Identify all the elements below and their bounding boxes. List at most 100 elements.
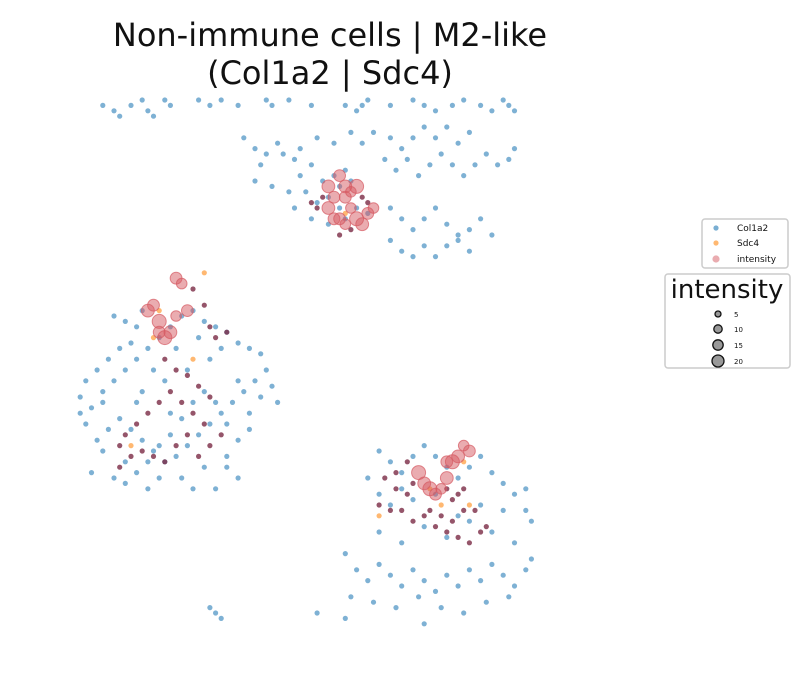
point-col1a2 (455, 475, 461, 481)
point-col1a2 (489, 561, 495, 568)
point-col1a2 (421, 216, 427, 222)
point-col1a2 (495, 162, 501, 168)
point-col1a2 (224, 453, 230, 459)
point-col1a2 (365, 475, 371, 481)
point-col1a2 (224, 421, 230, 427)
point-col1a2 (438, 605, 444, 611)
point-both (404, 459, 410, 465)
point-both (173, 443, 179, 449)
point-col1a2 (506, 156, 512, 162)
point-col1a2 (111, 108, 117, 114)
point-col1a2 (297, 173, 303, 179)
point-col1a2 (387, 205, 393, 211)
point-col1a2 (196, 97, 202, 103)
point-col1a2 (354, 108, 360, 114)
point-col1a2 (269, 383, 275, 389)
point-sdc4 (376, 513, 382, 519)
point-col1a2 (432, 254, 439, 260)
point-col1a2 (213, 486, 219, 492)
point-col1a2 (489, 108, 495, 114)
point-col1a2 (83, 421, 89, 427)
point-both (410, 518, 416, 524)
point-col1a2 (410, 497, 416, 503)
size-legend-title: intensity (671, 275, 784, 305)
point-col1a2 (421, 524, 427, 530)
point-col1a2 (483, 599, 489, 605)
point-col1a2 (376, 561, 382, 568)
point-col1a2 (472, 162, 478, 168)
legend-marker-sdc4 (713, 240, 719, 246)
point-col1a2 (432, 108, 439, 114)
point-col1a2 (263, 151, 269, 157)
point-col1a2 (297, 146, 303, 152)
point-both (387, 507, 393, 513)
point-intensity (321, 179, 336, 194)
point-col1a2 (196, 432, 202, 438)
point-col1a2 (184, 367, 190, 373)
point-col1a2 (455, 232, 461, 238)
point-col1a2 (117, 113, 123, 119)
point-col1a2 (179, 416, 185, 422)
point-intensity (451, 449, 466, 464)
size-legend-label-20: 20 (734, 358, 743, 366)
point-col1a2 (179, 475, 185, 481)
point-col1a2 (483, 151, 489, 157)
point-col1a2 (134, 470, 140, 476)
point-both (455, 534, 461, 541)
point-col1a2 (246, 345, 252, 351)
point-col1a2 (100, 102, 106, 108)
point-col1a2 (444, 534, 450, 541)
point-col1a2 (117, 345, 123, 351)
point-intensity (327, 212, 341, 226)
point-col1a2 (77, 410, 83, 416)
point-intensity (327, 190, 341, 204)
point-col1a2 (523, 507, 529, 513)
point-both (444, 529, 450, 535)
point-col1a2 (478, 102, 484, 108)
point-col1a2 (387, 459, 393, 465)
point-intensity (345, 202, 357, 214)
point-col1a2 (201, 318, 207, 324)
point-both (156, 399, 162, 405)
point-col1a2 (444, 221, 450, 227)
point-col1a2 (122, 367, 128, 373)
point-col1a2 (213, 324, 219, 330)
point-col1a2 (387, 572, 393, 578)
point-col1a2 (432, 135, 439, 141)
point-col1a2 (337, 205, 343, 211)
point-both (314, 205, 320, 211)
point-col1a2 (218, 615, 224, 622)
point-col1a2 (449, 102, 455, 108)
point-col1a2 (348, 129, 354, 135)
point-col1a2 (286, 189, 292, 195)
point-col1a2 (421, 443, 427, 449)
point-col1a2 (387, 502, 393, 508)
point-col1a2 (196, 335, 202, 341)
point-sdc4 (466, 502, 472, 508)
point-col1a2 (466, 248, 472, 254)
point-both (399, 507, 405, 513)
point-col1a2 (432, 588, 439, 595)
point-col1a2 (213, 399, 219, 405)
point-col1a2 (421, 621, 427, 627)
point-both (224, 329, 230, 335)
legend-marker-col1a2 (713, 225, 719, 231)
point-both (207, 443, 213, 449)
point-col1a2 (466, 518, 472, 524)
point-col1a2 (275, 399, 281, 405)
series-legend: Col1a2 Sdc4 intensity (701, 218, 789, 269)
point-col1a2 (213, 610, 219, 616)
point-col1a2 (393, 605, 399, 611)
point-col1a2 (100, 448, 106, 454)
point-col1a2 (466, 567, 472, 573)
chart-title-line1: Non-immune cells | M2-like (113, 16, 547, 54)
point-intensity (349, 178, 365, 194)
point-col1a2 (117, 416, 123, 422)
point-col1a2 (506, 594, 512, 600)
point-both (139, 448, 145, 454)
point-col1a2 (167, 432, 173, 438)
point-col1a2 (387, 102, 393, 108)
point-col1a2 (218, 410, 224, 416)
point-both (145, 410, 151, 416)
point-sdc4 (190, 356, 196, 362)
